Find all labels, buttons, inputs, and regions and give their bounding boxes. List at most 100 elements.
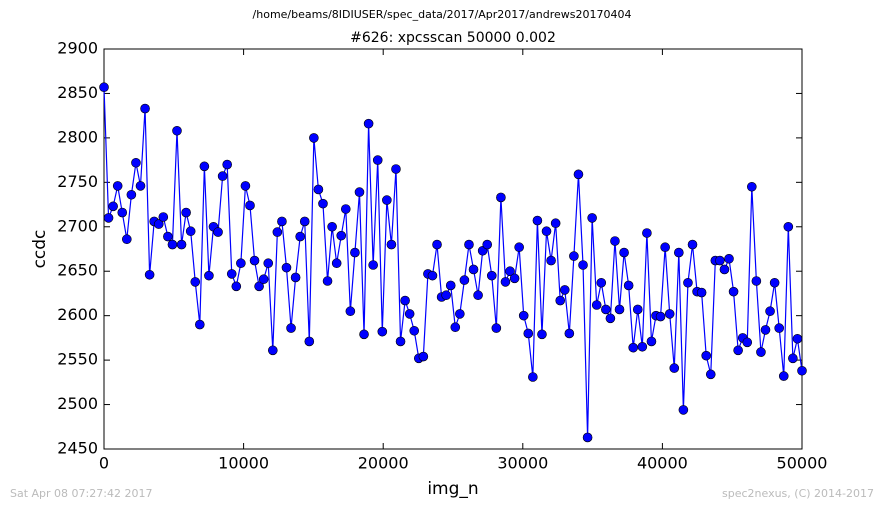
x-tick-label: 30000 bbox=[497, 454, 548, 473]
data-point bbox=[774, 323, 784, 333]
data-point bbox=[153, 219, 164, 229]
data-point bbox=[254, 281, 264, 292]
data-point bbox=[459, 275, 470, 285]
data-point bbox=[751, 276, 762, 286]
data-point bbox=[409, 325, 420, 336]
data-point bbox=[108, 201, 118, 212]
data-point bbox=[532, 215, 543, 226]
data-point bbox=[747, 181, 757, 192]
data-point bbox=[550, 218, 561, 229]
data-point bbox=[327, 221, 337, 232]
data-point bbox=[382, 195, 392, 205]
data-point bbox=[696, 287, 707, 298]
data-point bbox=[509, 273, 520, 284]
data-point bbox=[464, 239, 474, 250]
data-point bbox=[176, 239, 187, 250]
data-point bbox=[172, 125, 182, 136]
data-point bbox=[272, 227, 283, 237]
data-point bbox=[290, 272, 301, 283]
data-point bbox=[619, 247, 629, 258]
data-point bbox=[518, 310, 529, 321]
data-point bbox=[701, 350, 711, 361]
footer-left: Sat Apr 08 07:27:42 2017 bbox=[10, 487, 152, 500]
data-point bbox=[377, 326, 388, 337]
x-tick-label: 10000 bbox=[218, 454, 269, 473]
data-point bbox=[496, 192, 506, 203]
data-point bbox=[249, 255, 260, 266]
data-point bbox=[213, 227, 223, 237]
data-point bbox=[135, 181, 146, 191]
data-point bbox=[664, 309, 675, 319]
data-point bbox=[765, 306, 775, 317]
data-point bbox=[632, 304, 643, 315]
y-tick-label: 2900 bbox=[57, 39, 98, 58]
data-point bbox=[559, 285, 570, 295]
data-point bbox=[642, 228, 652, 238]
data-point bbox=[760, 325, 771, 335]
data-point bbox=[222, 159, 232, 170]
data-point bbox=[167, 239, 178, 250]
data-point bbox=[660, 242, 670, 253]
data-point bbox=[582, 432, 593, 443]
x-tick-label: 0 bbox=[99, 454, 109, 473]
y-tick-label: 2600 bbox=[57, 305, 98, 324]
data-point bbox=[669, 363, 680, 373]
data-point bbox=[350, 247, 360, 258]
data-line bbox=[103, 87, 803, 438]
data-point bbox=[99, 82, 109, 93]
data-point bbox=[304, 336, 315, 347]
data-point bbox=[309, 133, 319, 143]
data-point bbox=[797, 365, 807, 376]
data-point bbox=[441, 290, 451, 301]
data-point bbox=[404, 309, 415, 319]
data-point bbox=[226, 269, 237, 279]
x-tick-label: 20000 bbox=[358, 454, 409, 473]
data-point bbox=[724, 253, 734, 264]
data-point bbox=[217, 171, 228, 181]
y-tick-label: 2550 bbox=[57, 350, 98, 369]
data-point bbox=[445, 280, 456, 291]
y-tick-label: 2800 bbox=[57, 127, 98, 146]
data-point bbox=[623, 280, 634, 291]
data-point bbox=[778, 371, 789, 381]
data-point bbox=[427, 270, 438, 281]
data-point bbox=[523, 328, 534, 339]
data-point bbox=[783, 221, 794, 232]
data-point bbox=[158, 212, 169, 222]
data-point bbox=[601, 304, 611, 315]
data-point bbox=[386, 239, 397, 250]
y-tick-label: 2850 bbox=[57, 83, 98, 102]
data-point bbox=[591, 300, 602, 310]
data-point bbox=[756, 347, 766, 357]
data-point bbox=[190, 277, 201, 287]
data-point bbox=[674, 247, 684, 258]
data-point bbox=[112, 181, 123, 191]
data-point bbox=[286, 323, 296, 333]
data-point bbox=[363, 118, 374, 129]
data-point bbox=[299, 216, 310, 227]
data-point bbox=[482, 239, 493, 250]
data-point bbox=[728, 286, 739, 297]
data-point bbox=[277, 216, 287, 227]
data-point bbox=[245, 200, 255, 211]
data-point bbox=[769, 277, 780, 288]
data-point bbox=[368, 260, 378, 270]
data-point bbox=[185, 226, 196, 237]
data-point bbox=[204, 270, 214, 281]
data-point bbox=[788, 353, 798, 364]
data-point bbox=[313, 184, 324, 195]
data-point bbox=[733, 345, 743, 356]
data-point bbox=[340, 204, 351, 214]
data-point bbox=[295, 231, 305, 242]
data-point bbox=[140, 103, 150, 114]
data-point bbox=[199, 161, 210, 172]
data-point bbox=[569, 251, 579, 261]
data-point bbox=[610, 236, 620, 246]
data-point bbox=[240, 181, 251, 191]
data-point bbox=[103, 213, 114, 223]
data-point bbox=[491, 323, 502, 333]
x-tick-label: 50000 bbox=[777, 454, 828, 473]
data-point bbox=[345, 306, 356, 317]
x-tick-label: 40000 bbox=[637, 454, 688, 473]
